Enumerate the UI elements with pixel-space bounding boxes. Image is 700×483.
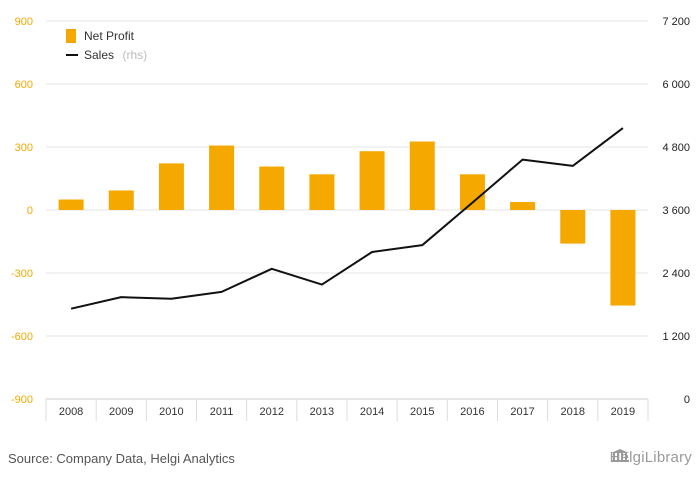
net-profit-bars (58, 141, 636, 306)
source-note: Source: Company Data, Helgi Analytics (8, 451, 235, 466)
left-axis-tick-label: -600 (11, 331, 33, 343)
x-axis-tick-label: 2018 (561, 406, 585, 418)
sales-line-layer (70, 127, 624, 310)
sales-line (70, 127, 624, 310)
x-axis-tick-label: 2015 (410, 406, 434, 418)
net-profit-bar (359, 151, 385, 210)
net-profit-bar (309, 174, 335, 210)
x-axis-tick-label: 2016 (460, 406, 484, 418)
x-axis-tick-label: 2012 (260, 406, 284, 418)
left-axis-tick-label: -300 (11, 268, 33, 280)
brand-logo: HelgiLibrary (610, 449, 692, 466)
x-axis-tick-label: 2009 (109, 406, 133, 418)
left-axis-tick-label: 0 (27, 205, 33, 217)
right-axis-tick-label: 3 600 (662, 205, 690, 217)
x-axis-tick-label: 2013 (310, 406, 334, 418)
net-profit-bar (510, 202, 536, 210)
left-axis-tick-label: 300 (15, 142, 33, 154)
right-axis-tick-label: 6 000 (662, 79, 690, 91)
net-profit-bar (610, 210, 636, 306)
net-profit-bar (108, 190, 134, 210)
x-axis-tick-label: 2014 (360, 406, 384, 418)
x-axis-tick-label: 2019 (611, 406, 635, 418)
right-axis-tick-label: 7 200 (662, 16, 690, 28)
x-axis-tick-label: 2011 (210, 406, 234, 418)
net-profit-bar (259, 166, 285, 210)
net-profit-bar (459, 174, 485, 210)
legend: Net Profit Sales (rhs) (66, 29, 147, 63)
net-profit-bar (409, 141, 435, 210)
axes: 900 600 300 0 -300 -600 -900 7 200 6 000 4 800 3 6… (11, 16, 690, 421)
net-profit-bar (58, 199, 84, 210)
right-axis-tick-label: 0 (684, 394, 690, 406)
grid-lines (46, 20, 648, 400)
legend-label-sales-suffix: (rhs) (122, 48, 147, 62)
right-axis-tick-label: 1 200 (662, 331, 690, 343)
legend-swatch-net-profit (66, 29, 76, 43)
legend-label-sales: Sales (rhs) (84, 46, 147, 63)
brand-text: HelgiLibrary (609, 449, 692, 466)
left-axis-tick-label: 900 (15, 16, 33, 28)
net-profit-bar (209, 145, 235, 210)
legend-label-sales-name: Sales (84, 48, 114, 62)
left-axis-tick-label: 600 (15, 79, 33, 91)
x-axis-tick-label: 2010 (159, 406, 183, 418)
legend-label-net-profit: Net Profit (84, 29, 135, 43)
library-icon (610, 449, 629, 462)
net-profit-bar (560, 210, 586, 244)
x-axis-tick-label: 2017 (510, 406, 534, 418)
net-profit-bar (158, 163, 184, 210)
right-axis-tick-label: 4 800 (662, 142, 690, 154)
right-axis-tick-label: 2 400 (662, 268, 690, 280)
x-axis-tick-label: 2008 (59, 406, 83, 418)
left-axis-tick-label: -900 (11, 394, 33, 406)
